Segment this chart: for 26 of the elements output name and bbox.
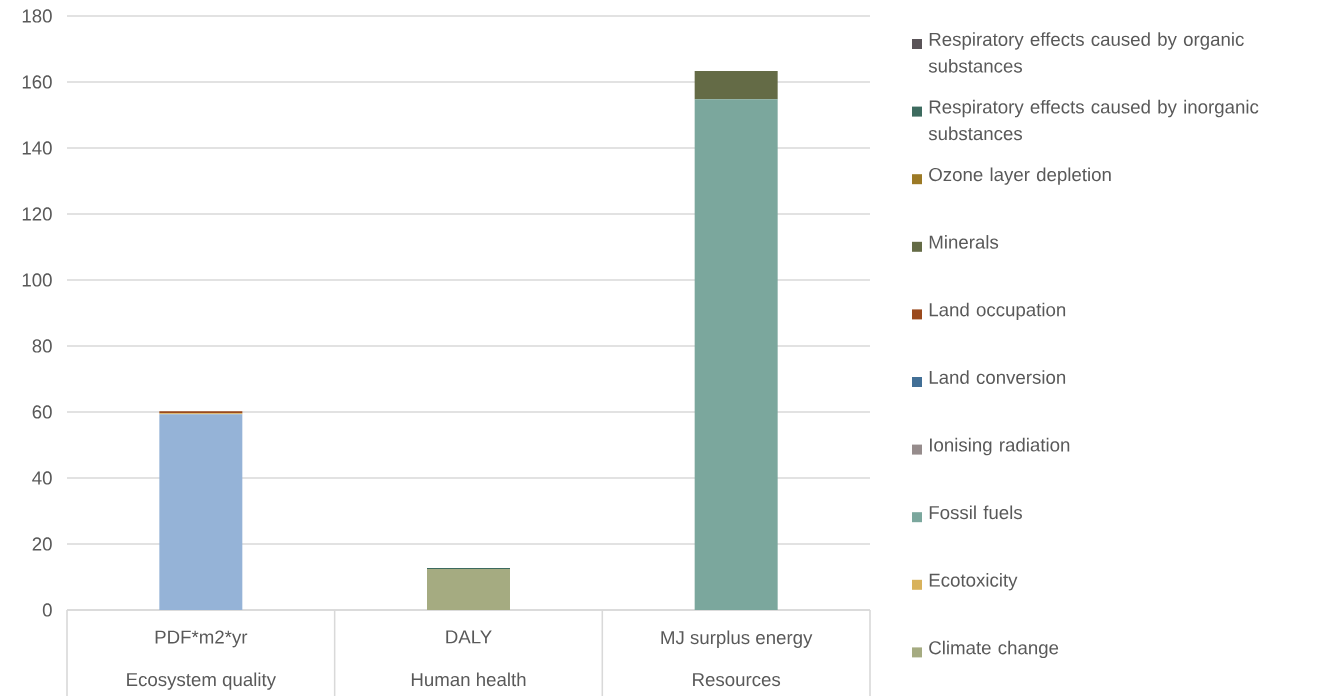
y-tick-label: 40 xyxy=(32,471,52,485)
y-tick-label: 0 xyxy=(42,603,52,617)
y-tick-label: 20 xyxy=(32,537,52,551)
x-tick-label: MJ surplus energy xyxy=(661,630,813,648)
y-tick-label: 180 xyxy=(22,9,52,23)
x-tick-label: PDF*m2*yr xyxy=(155,630,248,648)
x-tick-label: DALY xyxy=(446,630,492,644)
legend-label: Ionising radiation xyxy=(929,437,1070,456)
y-tick-label: 80 xyxy=(32,339,52,353)
legend-label: Land occupation xyxy=(929,302,1066,321)
legend-label: Respiratory effects caused by organic substances xyxy=(928,32,1244,73)
legend-label: Fossil fuels xyxy=(929,505,1022,520)
y-tick-label: 120 xyxy=(22,207,52,221)
legend-label: Land conversion xyxy=(929,370,1066,385)
text: Resources xyxy=(693,673,781,687)
legend-label: Minerals xyxy=(929,235,999,249)
text: Human health xyxy=(411,672,526,687)
y-tick-label: 160 xyxy=(22,75,52,89)
y-tick-label: 60 xyxy=(32,405,52,419)
y-tick-label: 100 xyxy=(22,273,52,287)
legend-label: Climate change xyxy=(929,640,1059,659)
legend-label: Respiratory effects caused by inorganic substances xyxy=(928,99,1259,141)
y-tick-label: 140 xyxy=(22,141,52,155)
legend-label: Ecotoxicity xyxy=(929,573,1018,591)
legend-label: Ozone layer depletion xyxy=(929,167,1111,185)
text: Ecosystem quality xyxy=(127,672,276,690)
